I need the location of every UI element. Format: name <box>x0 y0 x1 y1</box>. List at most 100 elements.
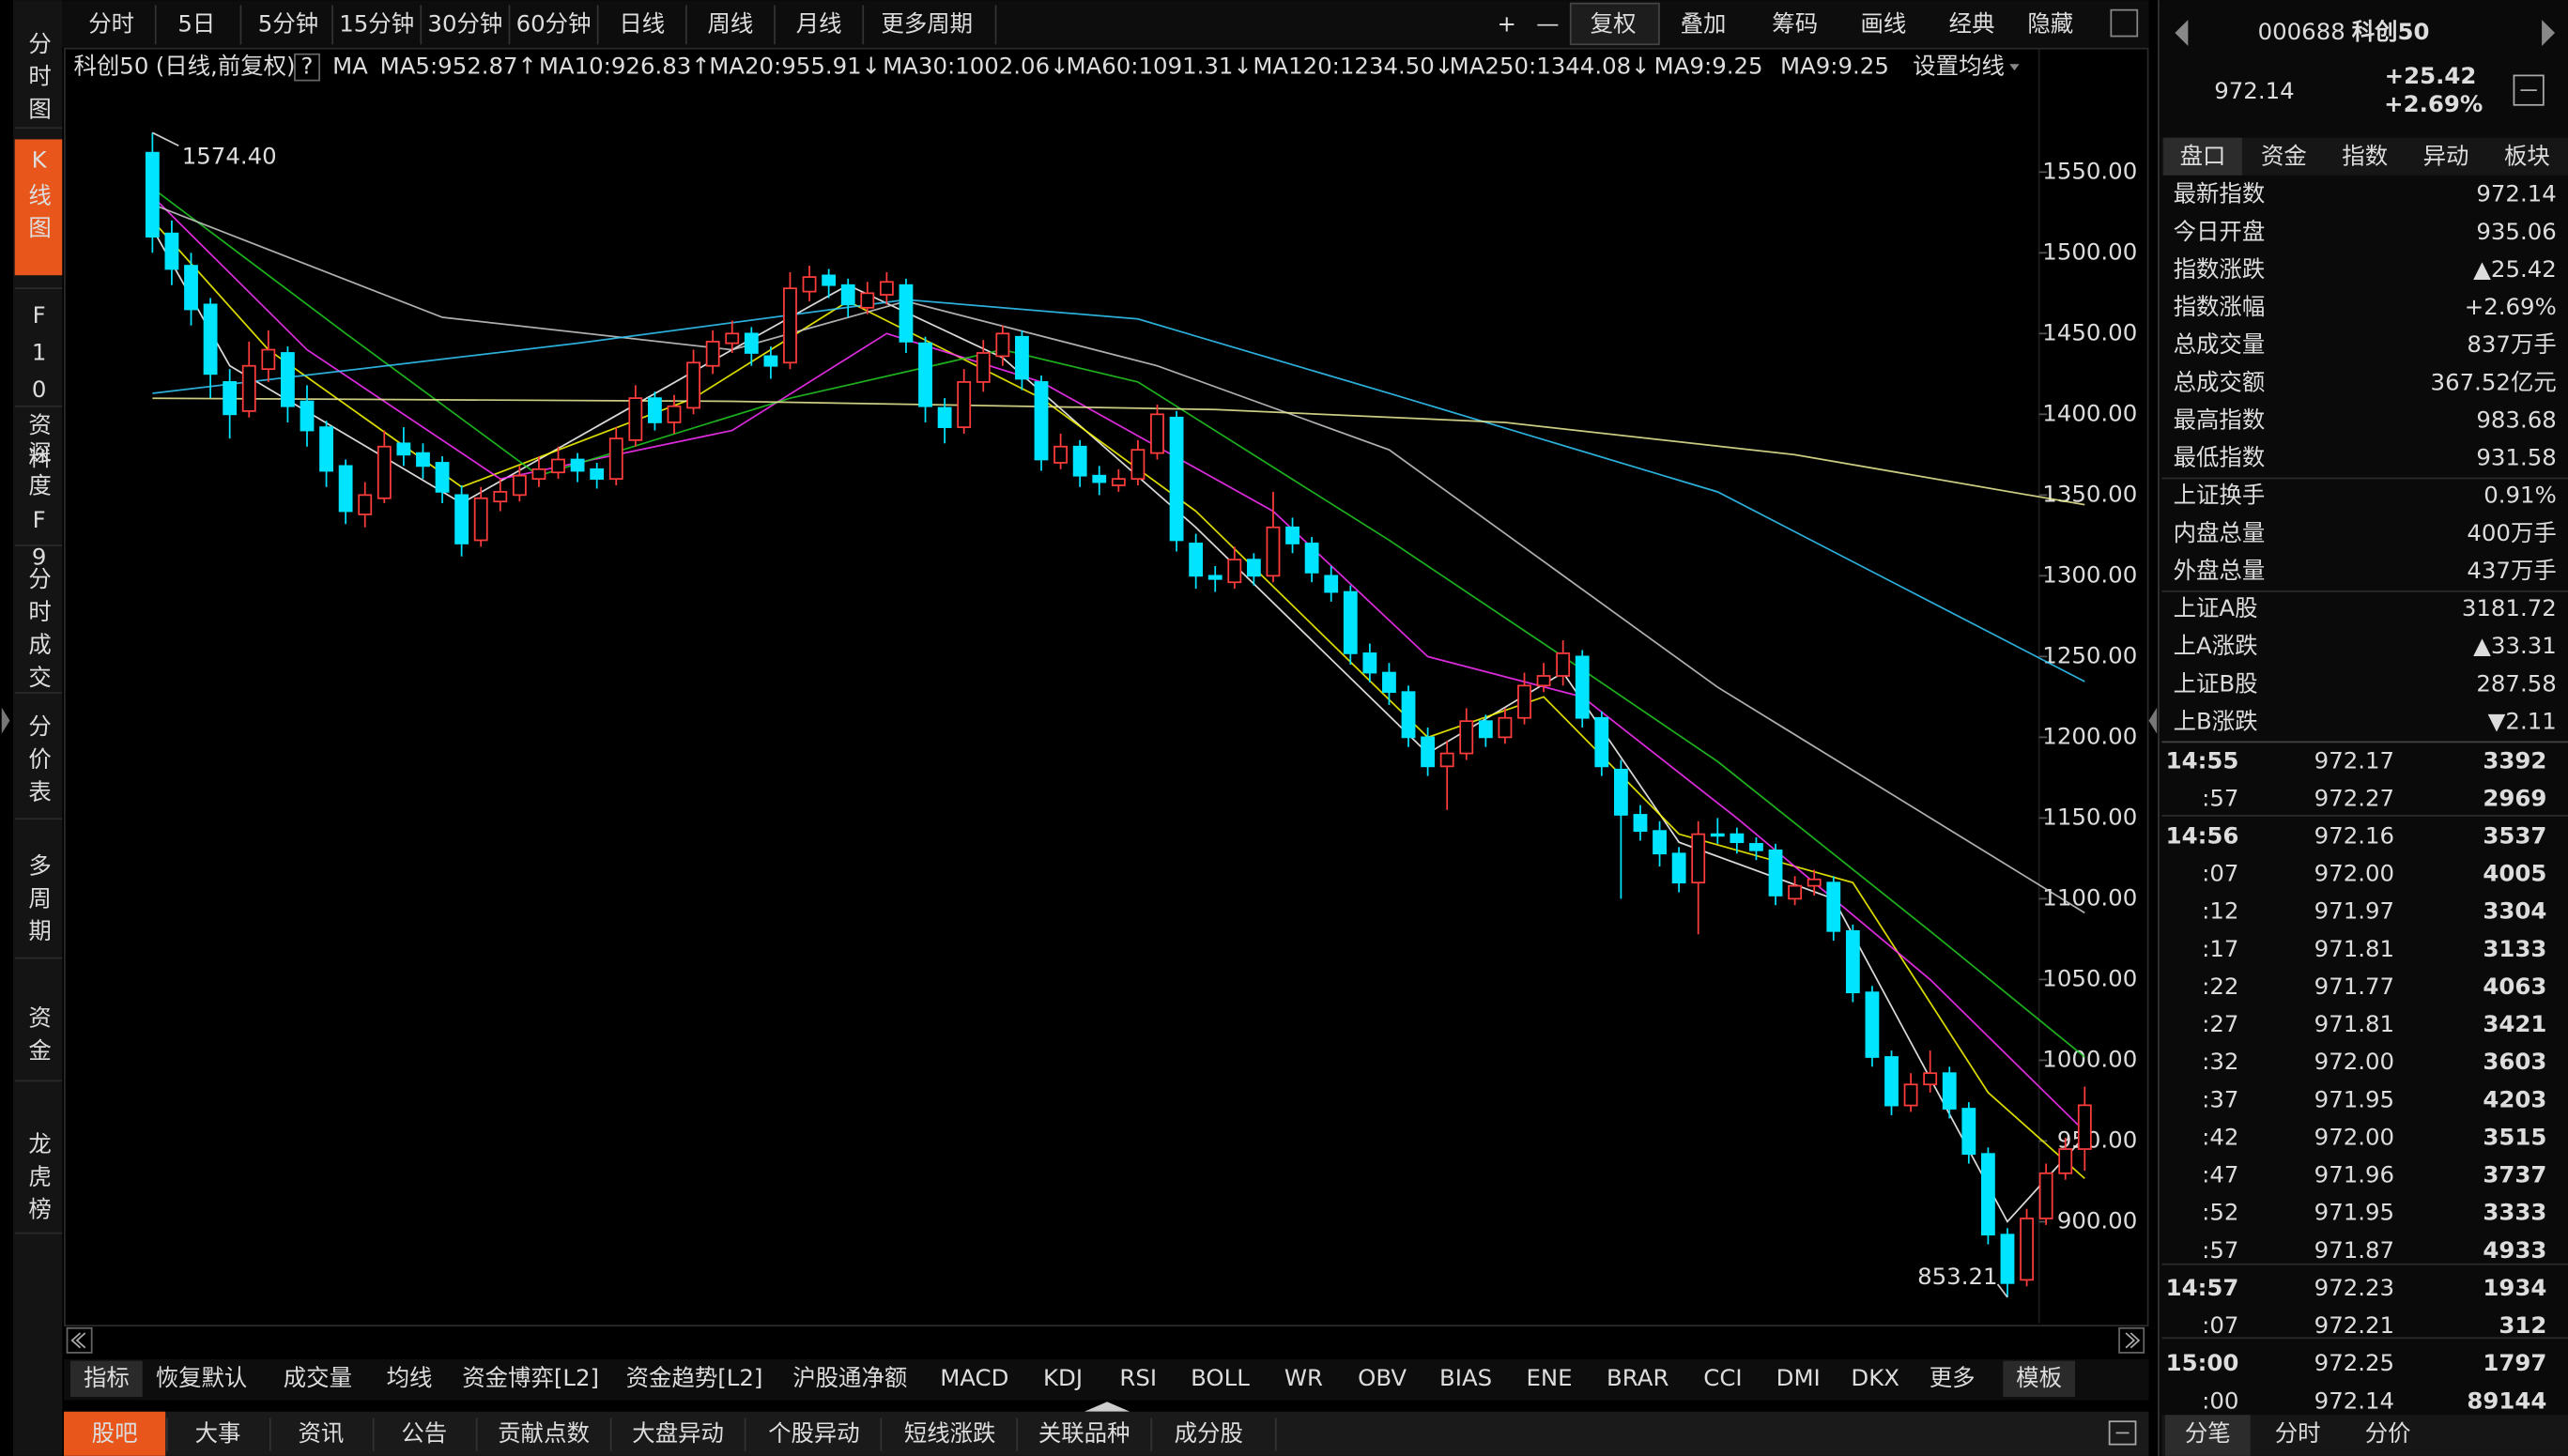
tick-volume: 4063 <box>2483 973 2546 1000</box>
indicator-tab[interactable]: RSI <box>1119 1364 1157 1391</box>
indicator-tab[interactable]: KDJ <box>1043 1364 1083 1391</box>
sidebar-item[interactable]: 资金 <box>25 1005 53 1071</box>
sidebar-item[interactable]: F10资料 <box>25 301 53 478</box>
indicator-tab[interactable]: 均线 <box>387 1364 433 1391</box>
indicator-tab[interactable]: OBV <box>1358 1364 1407 1391</box>
sidebar-item[interactable]: 深度F9 <box>25 440 53 580</box>
sidebar-item[interactable]: 分时成交 <box>25 567 53 698</box>
bottom-tab[interactable]: 个股异动 <box>768 1419 860 1447</box>
period-tab[interactable]: 月线 <box>796 9 842 37</box>
tool-button[interactable]: 叠加 <box>1681 9 1727 37</box>
candle-body <box>1710 833 1725 837</box>
tick-tab[interactable]: 分笔 <box>2185 1419 2231 1447</box>
candle-body <box>1015 335 1029 380</box>
bottom-tab[interactable]: 短线涨跌 <box>904 1419 996 1447</box>
quote-tab[interactable]: 盘口 <box>2180 143 2226 170</box>
collapse-left[interactable] <box>1 707 10 734</box>
bottom-tab[interactable]: 关联品种 <box>1038 1419 1130 1447</box>
candle-body <box>1439 752 1454 768</box>
indicator-tab[interactable]: 资金趋势[L2] <box>626 1364 763 1391</box>
period-tab[interactable]: 15分钟 <box>339 9 414 37</box>
bottom-tab[interactable]: 成分股 <box>1175 1419 1243 1447</box>
tick-price: 972.23 <box>2314 1274 2394 1301</box>
indicator-tab[interactable]: MACD <box>940 1364 1008 1391</box>
indicator-tab[interactable]: 模板 <box>2016 1364 2062 1391</box>
bottom-tab[interactable]: 股吧 <box>92 1419 138 1447</box>
indicator-tab[interactable]: 沪股通净额 <box>792 1364 907 1391</box>
sidebar-item[interactable]: 多周期 <box>25 853 53 952</box>
candle-body <box>493 491 508 503</box>
tool-button[interactable]: 筹码 <box>1772 9 1818 37</box>
tool-button[interactable]: 隐藏 <box>2027 9 2073 37</box>
quote-value: 931.58 <box>2476 444 2556 471</box>
period-tab[interactable]: 周线 <box>708 9 754 37</box>
candle-body <box>783 287 797 364</box>
candle-body <box>319 426 333 472</box>
expand-handle[interactable] <box>1084 1402 1130 1412</box>
prev-stock[interactable] <box>2175 20 2189 47</box>
tool-button[interactable]: — <box>1536 9 1559 37</box>
sidebar-item[interactable]: K线图 <box>25 146 53 248</box>
popout-icon[interactable] <box>2108 1420 2137 1446</box>
tab-active <box>2164 1415 2251 1456</box>
next-stock[interactable] <box>2542 20 2556 47</box>
candle-body <box>628 397 643 441</box>
tool-button[interactable]: + <box>1497 9 1515 37</box>
tick-price: 972.00 <box>2314 1048 2394 1075</box>
quote-value: ▼2.11 <box>2488 707 2557 734</box>
candle-body <box>473 497 488 542</box>
stock-title: 科创50 <box>2352 18 2430 45</box>
period-tab[interactable]: 30分钟 <box>427 9 502 37</box>
indicator-tab[interactable]: BIAS <box>1439 1364 1492 1391</box>
indicator-tab[interactable]: 恢复默认 <box>156 1364 248 1391</box>
sidebar-item[interactable]: 龙虎榜 <box>25 1131 53 1230</box>
indicator-tab[interactable]: ENE <box>1527 1364 1573 1391</box>
y-tick-label: 1450.00 <box>2042 318 2137 345</box>
tool-button[interactable]: 画线 <box>1860 9 1906 37</box>
tool-button[interactable]: 经典 <box>1949 9 1995 37</box>
quote-tab[interactable]: 板块 <box>2504 143 2550 170</box>
indicator-tab[interactable]: DKX <box>1851 1364 1899 1391</box>
period-tab[interactable]: 60分钟 <box>516 9 592 37</box>
bottom-tab[interactable]: 大事 <box>195 1419 241 1447</box>
quote-tab[interactable]: 指数 <box>2342 143 2388 170</box>
quote-tab[interactable]: 资金 <box>2261 143 2307 170</box>
period-tab[interactable]: 日线 <box>619 9 665 37</box>
indicator-tab[interactable]: BOLL <box>1191 1364 1250 1391</box>
indicator-tab[interactable]: WR <box>1284 1364 1323 1391</box>
bottom-tab[interactable]: 资讯 <box>298 1419 344 1447</box>
candle-body <box>1865 991 1880 1058</box>
tick-tab[interactable]: 分时 <box>2275 1419 2321 1447</box>
fullscreen-icon[interactable] <box>2110 8 2139 38</box>
minus-button[interactable] <box>2513 74 2545 106</box>
indicator-tab[interactable]: CCI <box>1703 1364 1742 1391</box>
scroll-left[interactable] <box>66 1326 93 1354</box>
indicator-tab[interactable]: 指标 <box>84 1364 130 1391</box>
help-button[interactable]: ? <box>301 53 314 80</box>
indicator-tab[interactable]: 成交量 <box>284 1364 352 1391</box>
indicator-tab[interactable]: BRAR <box>1607 1364 1668 1391</box>
tool-button[interactable]: 复权 <box>1591 9 1637 37</box>
bottom-tab[interactable]: 大盘异动 <box>632 1419 724 1447</box>
collapse-right[interactable] <box>2148 707 2158 734</box>
sidebar-item[interactable]: 分价表 <box>25 714 53 813</box>
tick-time: :42 <box>2202 1123 2238 1150</box>
candle-body <box>860 292 875 309</box>
quote-tab[interactable]: 异动 <box>2423 143 2469 170</box>
bottom-tab[interactable]: 贡献点数 <box>498 1419 590 1447</box>
candle-body <box>358 494 373 515</box>
period-tab[interactable]: 5日 <box>177 9 215 37</box>
indicator-tab[interactable]: DMI <box>1776 1364 1821 1391</box>
scroll-right[interactable] <box>2118 1326 2145 1354</box>
ma-settings[interactable]: 设置均线 <box>1913 53 2005 80</box>
tick-price: 972.21 <box>2314 1311 2394 1339</box>
bottom-tab[interactable]: 公告 <box>401 1419 447 1447</box>
indicator-tab[interactable]: 更多 <box>1930 1364 1976 1391</box>
tick-tab[interactable]: 分价 <box>2365 1419 2411 1447</box>
period-tab[interactable]: 分时 <box>88 9 134 37</box>
candle-body <box>184 265 198 311</box>
period-tab[interactable]: 更多周期 <box>881 9 973 37</box>
indicator-tab[interactable]: 资金博弈[L2] <box>462 1364 599 1391</box>
sidebar-item[interactable]: 分时图 <box>25 31 53 130</box>
period-tab[interactable]: 5分钟 <box>258 9 318 37</box>
